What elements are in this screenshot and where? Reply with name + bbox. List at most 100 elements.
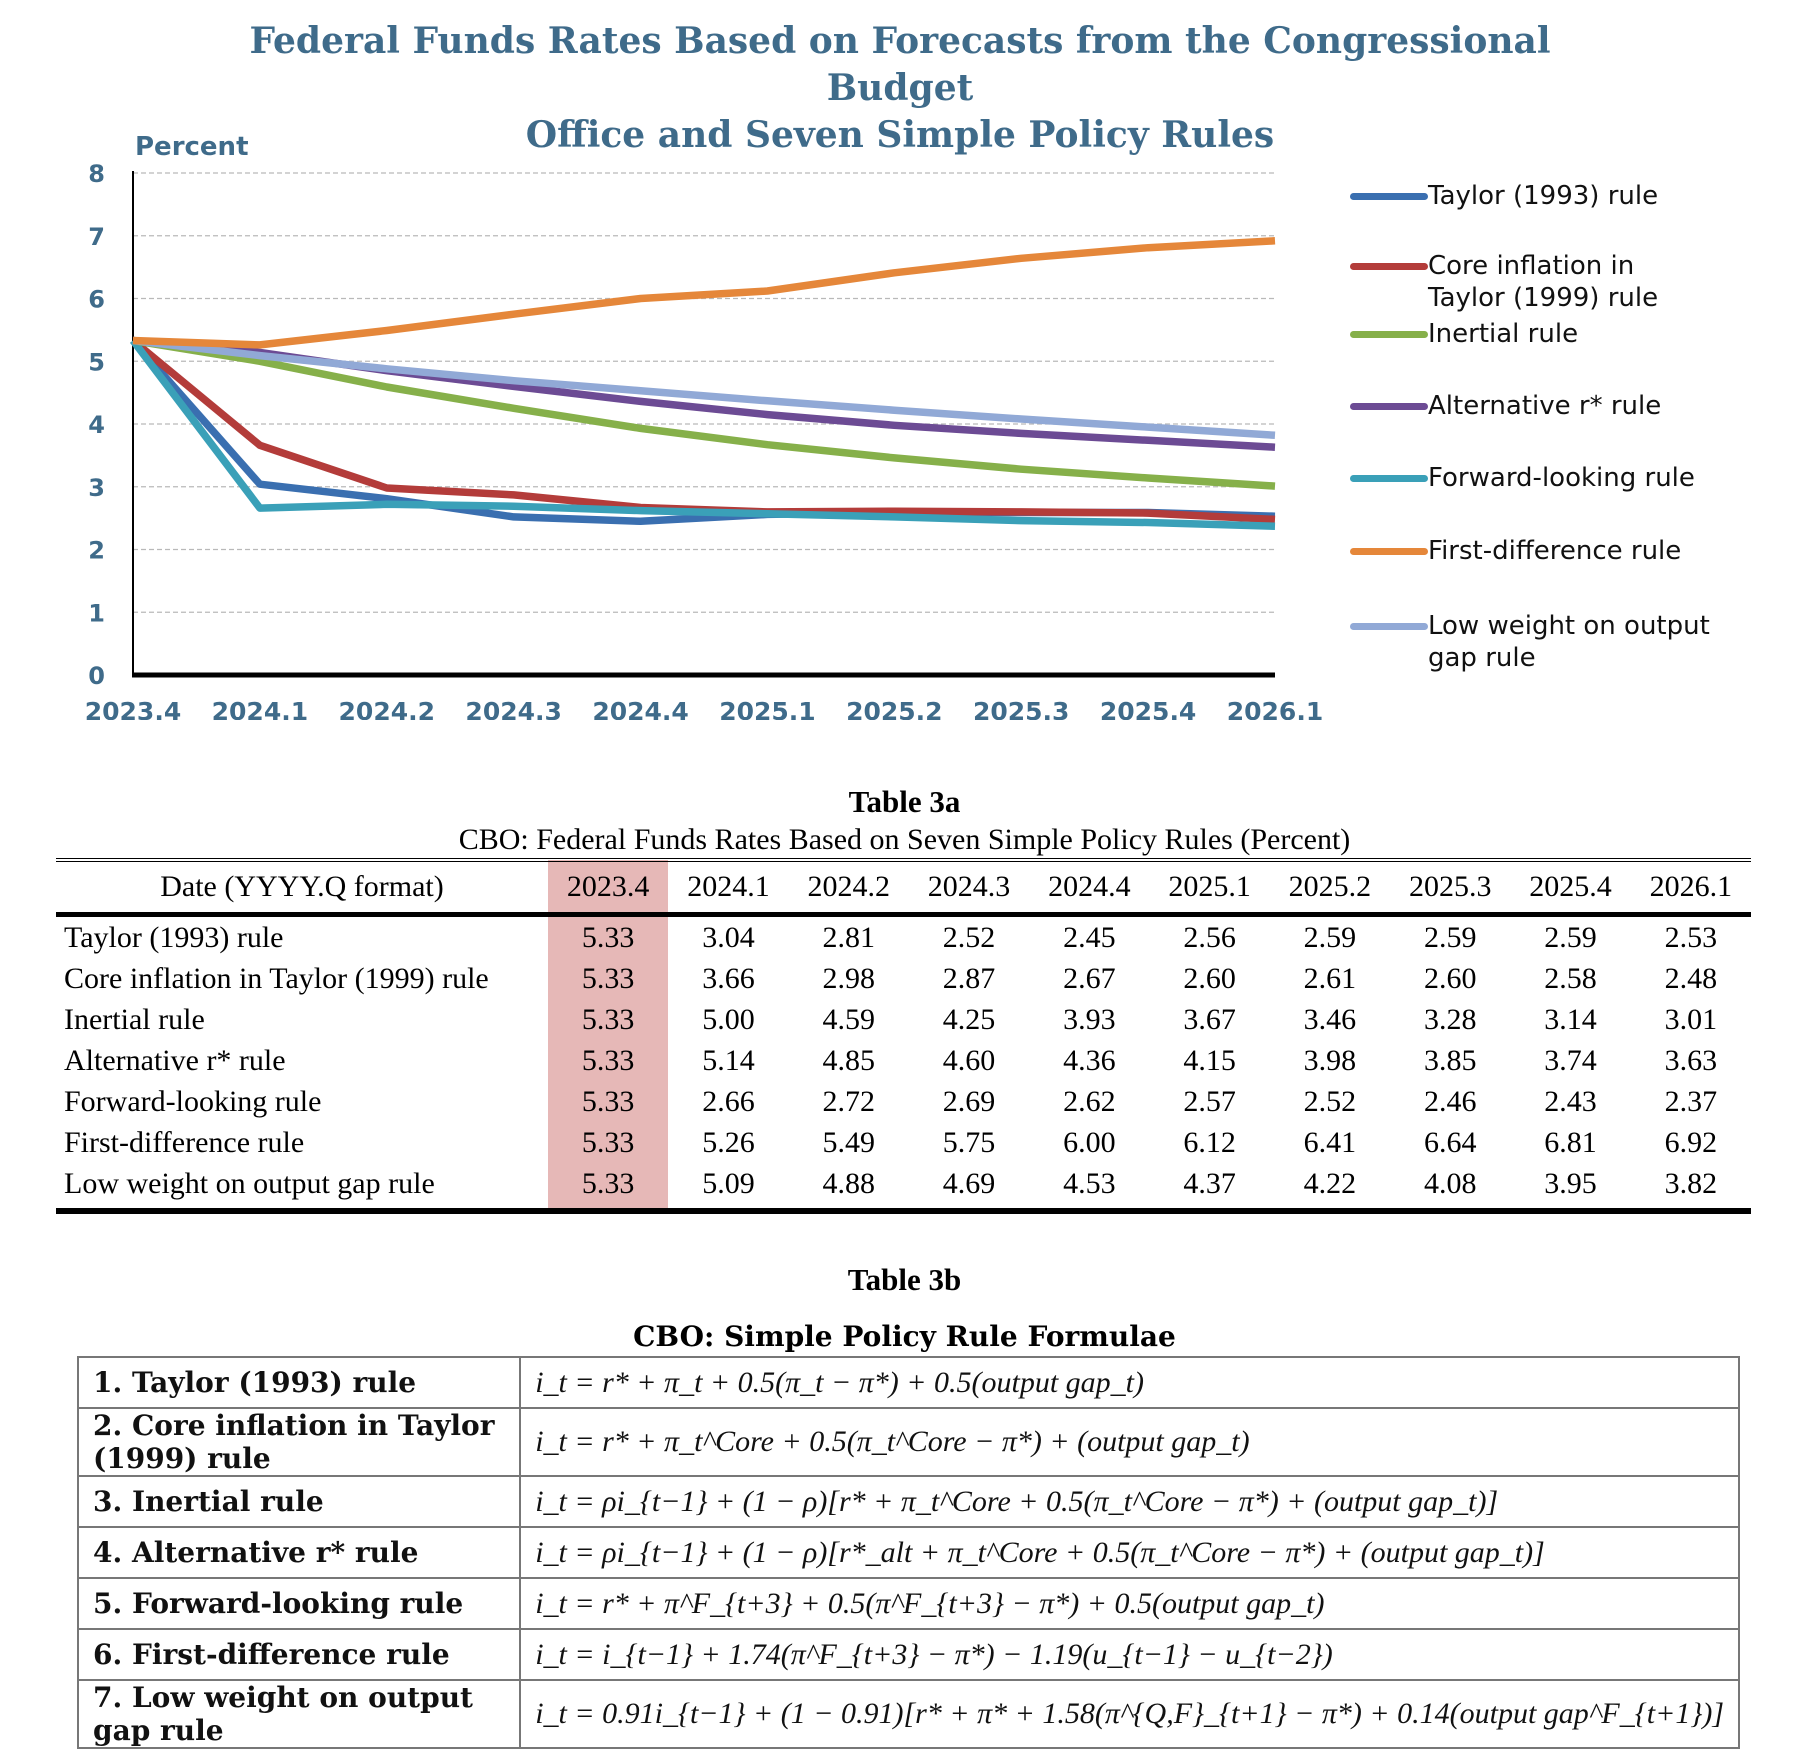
legend-item: Forward-looking rule — [1350, 462, 1778, 494]
date-column-header: 2025.3 — [1408, 870, 1492, 903]
rate-value-cell: 3.67 — [1183, 1002, 1236, 1036]
y-tick-label: 5 — [88, 348, 105, 376]
chart-title: Federal Funds Rates Based on Forecasts f… — [200, 18, 1600, 159]
rule-name-cell: Forward-looking rule — [64, 1084, 322, 1118]
rate-value-cell: 6.00 — [1063, 1125, 1116, 1159]
rate-value-cell: 4.59 — [822, 1002, 875, 1036]
line-chart: 0 1 2 3 4 5 6 7 8 Percent 2023.4 2024.1 2024.2 2024.3… — [85, 132, 1323, 720]
rate-value-cell: 5.33 — [548, 1081, 669, 1122]
legend-label: Taylor (1993) rule — [1428, 180, 1778, 212]
rule-name-cell: Core inflation in Taylor (1999) rule — [64, 961, 489, 995]
formula-row: 2. Core inflation in Taylor (1999) rule i… — [76, 1407, 1740, 1477]
rate-value-cell: 2.60 — [1183, 961, 1236, 995]
table-row: First-difference rule 5.33 5.26 5.49 5.75 6.0… — [56, 1122, 1751, 1163]
legend-label-line: Inertial rule — [1428, 319, 1579, 349]
rate-value-cell: 6.41 — [1303, 1125, 1357, 1159]
rule-name-text: Alternative r* rule — [64, 1043, 286, 1077]
rate-value-cell: 5.75 — [942, 1125, 996, 1159]
legend-label-line: gap rule — [1428, 643, 1536, 673]
x-tick-label: 2024.2 — [339, 697, 435, 720]
formula-rule-name: 5. Forward-looking rule — [76, 1577, 522, 1630]
rate-value-cell: 2.48 — [1664, 961, 1718, 995]
formula-expression: i_t = 0.91i_{t−1} + (1 − 0.91)[r* + π* +… — [519, 1679, 1740, 1749]
rate-value-cell: 2.52 — [942, 920, 996, 954]
formula-rule-name: 4. Alternative r* rule — [76, 1526, 522, 1579]
formula-row: 5. Forward-looking rule i_t = r* + π^F_{t… — [76, 1577, 1740, 1630]
rate-value-cell: 3.28 — [1423, 1002, 1477, 1036]
y-tick-label: 4 — [88, 411, 105, 439]
x-tick-label: 2025.3 — [973, 697, 1069, 720]
rule-name-cell: Inertial rule — [64, 1002, 205, 1036]
date-column-header: 2024.2 — [807, 870, 890, 903]
rate-value-cell: 2.60 — [1423, 961, 1477, 995]
series-line-low-weight-on-output-gap-rule — [132, 336, 1276, 440]
series-line-first-difference-rule — [132, 237, 1276, 349]
rate-value-cell: 3.82 — [1630, 1163, 1751, 1214]
x-tick-label: 2024.1 — [212, 697, 308, 720]
legend-label: Alternative r* rule — [1428, 390, 1778, 422]
rate-value-cell: 4.22 — [1269, 1163, 1391, 1214]
table-row: Alternative r* rule 5.33 5.14 4.85 4.60 4.36 4… — [56, 1040, 1751, 1081]
rate-value-cell: 2.57 — [1183, 1084, 1236, 1118]
rate-value-cell: 2.58 — [1544, 961, 1597, 995]
legend-label-line: First-difference rule — [1428, 536, 1682, 566]
label-layer: 0 1 2 3 4 5 6 7 8 Percent 2023.4 2024.1 2024.2 2024.3… — [85, 132, 1323, 720]
rate-value-cell: 2.67 — [1063, 961, 1116, 995]
legend-label-line: Alternative r* rule — [1428, 391, 1662, 421]
y-tick-label: 6 — [88, 286, 105, 314]
legend-label: Core inflation in Taylor (1999) rule — [1428, 250, 1778, 314]
formula-expression: i_t = ρi_{t−1} + (1 − ρ)[r*_alt + π_t^Co… — [519, 1526, 1740, 1579]
legend-swatch — [1350, 403, 1428, 410]
rate-value-cell: 5.33 — [548, 1122, 669, 1163]
rate-value-cell: 4.69 — [908, 1163, 1030, 1214]
series-layer — [130, 237, 1276, 531]
table-row: Taylor (1993) rule 5.33 3.04 2.81 2.52 2.45 2.… — [56, 914, 1751, 958]
rule-name-cell: Low weight on output gap rule — [56, 1163, 548, 1214]
y-tick-label: 8 — [88, 160, 105, 188]
rate-value-cell: 5.33 — [548, 958, 669, 999]
legend-label-line: Core inflation in — [1428, 251, 1635, 281]
rule-name-cell: Taylor (1993) rule — [64, 920, 284, 954]
date-column-header: 2024.3 — [927, 870, 1011, 903]
formula-expression: i_t = r* + π^F_{t+3} + 0.5(π^F_{t+3} − π… — [519, 1577, 1740, 1630]
y-tick-label: 0 — [88, 662, 105, 690]
rate-value-cell: 6.81 — [1544, 1125, 1597, 1159]
legend-label: Forward-looking rule — [1428, 462, 1778, 494]
x-tick-label: 2025.1 — [719, 697, 815, 720]
table3a-subtitle: CBO: Federal Funds Rates Based on Seven … — [458, 823, 1351, 856]
x-tick-label: 2026.1 — [1227, 697, 1323, 720]
rate-value-cell: 4.15 — [1183, 1043, 1236, 1077]
rate-value-cell: 4.25 — [942, 1002, 996, 1036]
rate-value-cell: 3.74 — [1544, 1043, 1597, 1077]
x-tick-label: 2024.4 — [592, 697, 688, 720]
date-column-header: 2025.1 — [1168, 870, 1251, 903]
rate-value-cell: 3.95 — [1510, 1163, 1631, 1214]
table-row: Low weight on output gap rule 5.33 5.09 4.8… — [56, 1163, 1751, 1214]
rate-value-cell: 5.14 — [702, 1043, 755, 1077]
x-tick-label: 2024.3 — [465, 697, 561, 720]
rate-value-cell: 5.33 — [548, 1163, 669, 1214]
rate-value-cell: 4.88 — [788, 1163, 909, 1214]
formula-row: 1. Taylor (1993) rule i_t = r* + π_t + 0.… — [76, 1356, 1740, 1409]
x-tick-label: 2025.4 — [1100, 697, 1196, 720]
rates-table-header-row: Date (YYYY.Q format) 2023.4 2024.1 2024.2 2… — [56, 860, 1751, 915]
formula-expression: i_t = ρi_{t−1} + (1 − ρ)[r* + π_t^Core +… — [519, 1475, 1740, 1528]
y-tick-label: 2 — [88, 537, 105, 565]
rate-value-cell: 2.59 — [1544, 920, 1597, 954]
legend-label: Low weight on output gap rule — [1428, 610, 1778, 674]
date-column-header: 2025.2 — [1288, 870, 1372, 903]
rate-value-cell: 4.60 — [942, 1043, 996, 1077]
rate-value-cell: 5.09 — [668, 1163, 789, 1214]
rate-value-cell: 3.66 — [702, 961, 755, 995]
y-tick-label: 7 — [88, 223, 105, 251]
rate-value-cell: 4.85 — [822, 1043, 875, 1077]
legend-label-line: Taylor (1993) rule — [1428, 181, 1659, 211]
formula-rule-name: 6. First-difference rule — [76, 1628, 522, 1681]
legend-item: Core inflation in Taylor (1999) rule — [1350, 250, 1778, 314]
legend-label-line: Low weight on output — [1428, 611, 1710, 641]
table3b-subtitle: CBO: Simple Policy Rule Formulae — [633, 1320, 1176, 1353]
rates-table: Date (YYYY.Q format) 2023.4 2024.1 2024.2 2… — [56, 858, 1751, 1214]
rate-value-cell: 6.64 — [1423, 1125, 1477, 1159]
legend-swatch — [1350, 331, 1428, 338]
y-tick-label: 3 — [88, 474, 105, 502]
